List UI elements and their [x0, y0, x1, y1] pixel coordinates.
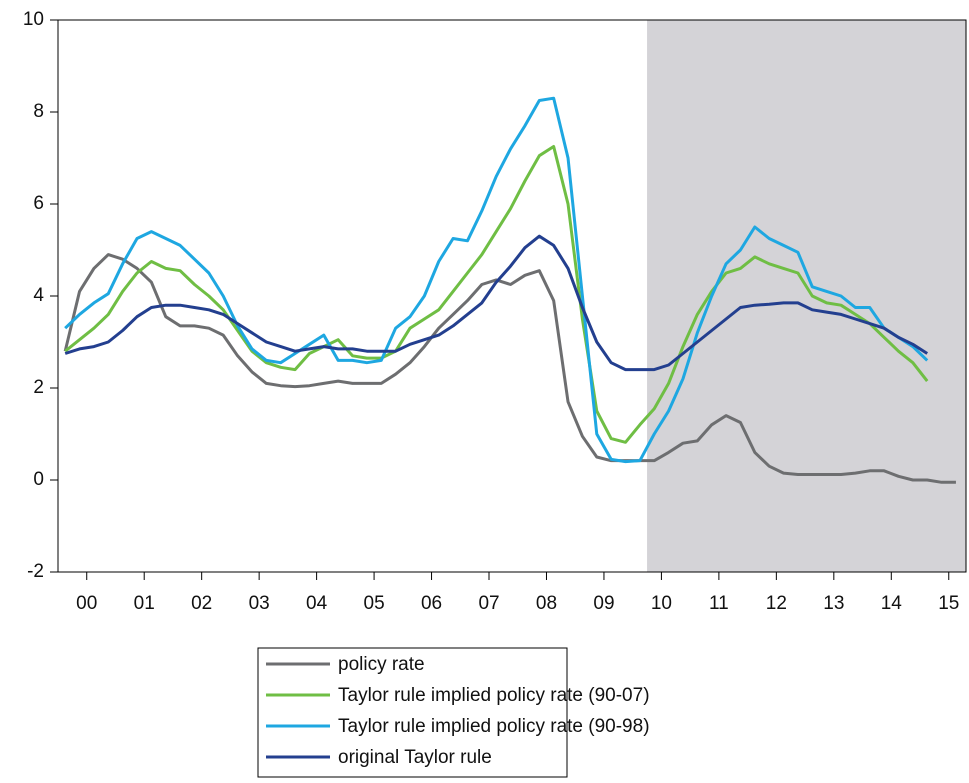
series-line	[64, 234, 929, 372]
x-tick-label: 00	[76, 593, 97, 614]
x-tick-label: 07	[478, 593, 499, 614]
y-tick-label: -2	[27, 561, 44, 582]
legend-label: original Taylor rule	[338, 747, 492, 768]
x-tick-label: 14	[881, 593, 903, 614]
x-tick-label: 04	[306, 593, 328, 614]
y-tick-label: 6	[33, 193, 44, 214]
legend: policy rate Taylor rule implied policy ra…	[257, 647, 650, 778]
x-tick-label: 09	[593, 593, 614, 614]
series-line	[64, 96, 929, 464]
legend-label: Taylor rule implied policy rate (90-07)	[338, 685, 650, 706]
x-tick-label: 13	[823, 593, 844, 614]
y-tick-label: 10	[23, 9, 44, 30]
y-tick-label: 8	[33, 101, 44, 122]
x-tick-label: 03	[249, 593, 270, 614]
x-tick-label: 12	[766, 593, 787, 614]
x-tick-label: 10	[651, 593, 672, 614]
legend-label: policy rate	[338, 654, 425, 675]
x-tick-label: 02	[191, 593, 212, 614]
x-tick-label: 01	[134, 593, 155, 614]
x-tick-label: 11	[709, 593, 729, 614]
y-tick-label: 0	[33, 469, 44, 490]
series-line	[64, 145, 929, 444]
shaded-region	[647, 20, 966, 572]
x-tick-label: 06	[421, 593, 442, 614]
y-tick-label: 2	[33, 377, 44, 398]
x-tick-label: 05	[364, 593, 385, 614]
legend-label: Taylor rule implied policy rate (90-98)	[338, 716, 650, 737]
y-tick-label: 4	[33, 285, 44, 306]
series-line	[63, 253, 956, 484]
x-tick-label: 08	[536, 593, 557, 614]
x-tick-label: 15	[938, 593, 959, 614]
